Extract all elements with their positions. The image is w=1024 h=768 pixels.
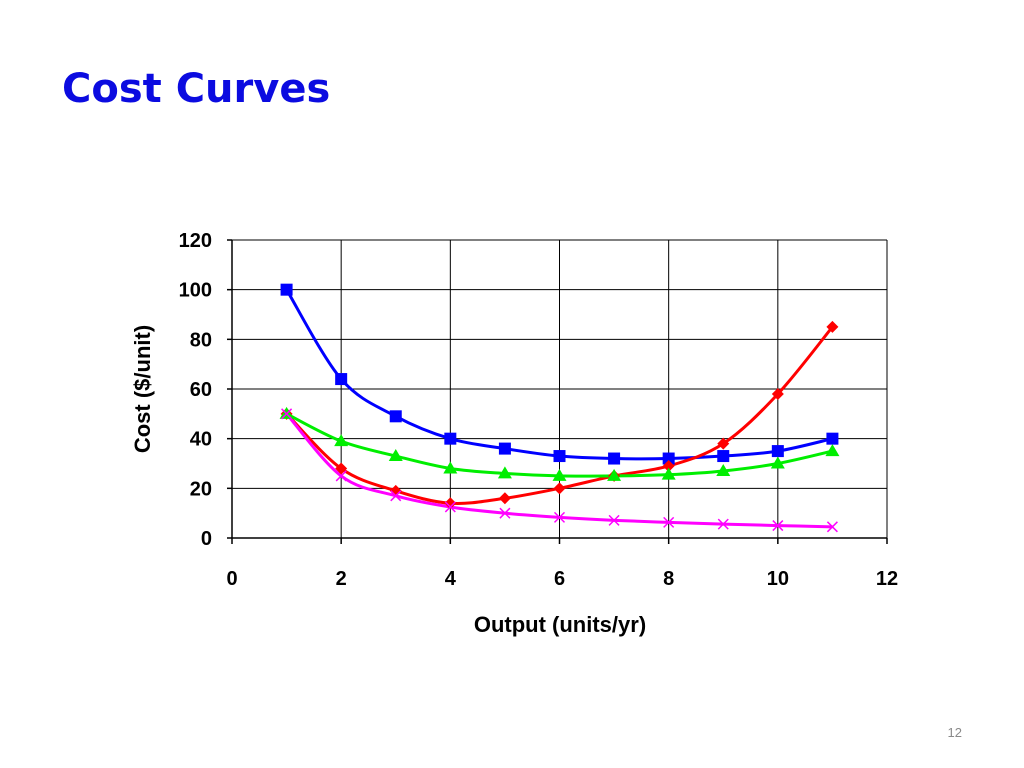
y-tick-label: 60 [190, 379, 212, 401]
series-2-point [717, 437, 730, 450]
slide-number: 12 [947, 725, 962, 740]
y-tick-label: 80 [190, 329, 212, 351]
series-1-point [498, 442, 511, 455]
series-1-point [826, 432, 839, 445]
x-tick-label: 4 [445, 568, 457, 590]
y-tick-label: 20 [190, 478, 212, 500]
series-4-point [608, 514, 620, 526]
y-tick-label: 100 [179, 280, 212, 302]
series-4-point [826, 521, 838, 533]
series-4-point [772, 520, 784, 532]
axes [227, 239, 888, 544]
y-tick-label: 0 [201, 528, 212, 550]
series-1-point [608, 452, 621, 465]
series-markers [279, 283, 840, 533]
series-1-point [553, 450, 566, 463]
x-axis-title: Output (units/yr) [474, 612, 646, 637]
series-4-point [553, 511, 566, 523]
series-3-point [825, 444, 840, 457]
series-3-point [661, 467, 676, 480]
series-1-line [285, 288, 833, 461]
series-3-point [497, 466, 512, 479]
series-3-point [770, 456, 785, 469]
series-3-point [388, 449, 403, 462]
x-tick-label: 6 [554, 568, 565, 590]
series-3-point [607, 468, 622, 481]
y-tick-label: 120 [179, 230, 212, 252]
series-2-point [662, 459, 675, 472]
x-tick-label: 2 [336, 568, 347, 590]
series-2-point [826, 320, 839, 333]
y-tick-label: 40 [190, 429, 212, 451]
series-4-point [444, 501, 456, 513]
series-2-point [335, 462, 348, 475]
x-tick-label: 0 [226, 568, 237, 590]
series-4-point [717, 518, 729, 530]
slide-title: Cost Curves [62, 66, 331, 112]
series-1-point [662, 452, 675, 465]
series-3-point [552, 468, 567, 481]
series-1-point [280, 283, 293, 296]
series-4-point [390, 490, 402, 502]
series-2-point [498, 492, 511, 505]
series-4-point [281, 408, 293, 420]
y-axis-title: Cost ($/unit) [130, 325, 155, 453]
series-1-point [444, 432, 457, 445]
series-2-point [771, 387, 784, 400]
tick-labels: 0 20 40 60 80 100 120 0 2 4 6 8 10 12 [179, 230, 899, 590]
series-1-point [771, 445, 784, 458]
x-tick-label: 8 [663, 568, 674, 590]
series-4-point [499, 507, 511, 519]
x-tick-label: 10 [767, 568, 789, 590]
series-4-point [663, 516, 675, 528]
series-1-point [389, 410, 402, 423]
series-3-point [334, 434, 349, 447]
series-1-point [335, 373, 348, 386]
series-3-point [443, 461, 458, 474]
series-2-point [553, 482, 566, 495]
x-tick-label: 12 [876, 568, 898, 590]
series-3-point [716, 463, 731, 476]
series-1-point [717, 450, 730, 463]
series-2-point [444, 497, 457, 510]
series-4-point [335, 470, 347, 482]
